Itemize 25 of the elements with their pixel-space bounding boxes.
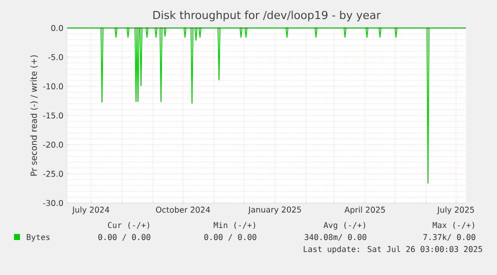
x-tick-label: July 2024: [72, 206, 110, 214]
y-tick-label: -10.0: [43, 83, 63, 90]
x-tick-label: January 2025: [248, 206, 301, 214]
text: Avg (-/+): [324, 222, 366, 230]
text: Cur (-/+): [108, 222, 150, 230]
text: Min (-/+): [214, 222, 256, 230]
x-tick-label: April 2025: [344, 206, 385, 214]
text: 340.08m/ 0.00: [304, 234, 366, 241]
y-tick-label: -5.0: [48, 54, 63, 60]
chart-title: Disk throughput for /dev/loop19 - by year: [153, 10, 381, 22]
legend-label: Bytes: [26, 234, 50, 242]
y-tick-label: -30.0: [43, 200, 63, 206]
y-tick-label: -25.0: [43, 170, 63, 177]
line-series: [66, 28, 466, 184]
y-axis-title: Pr second read (-) / write (+): [30, 55, 38, 176]
y-tick-label: -15.0: [43, 112, 63, 119]
text: 7.37k/ 0.00: [423, 234, 476, 241]
text: Last update: Sat Jul 26 03:00:03 2025: [304, 246, 482, 254]
text: 0.00 / 0.00: [98, 234, 150, 241]
x-tick-label: July 2025: [436, 206, 474, 214]
x-tick-label: October 2024: [156, 206, 210, 213]
y-tick-label: 0.0: [51, 24, 63, 32]
text: 0.00 / 0.00: [204, 234, 256, 241]
y-tick-label: -20.0: [43, 142, 63, 148]
text: Max (-/+): [432, 222, 474, 230]
